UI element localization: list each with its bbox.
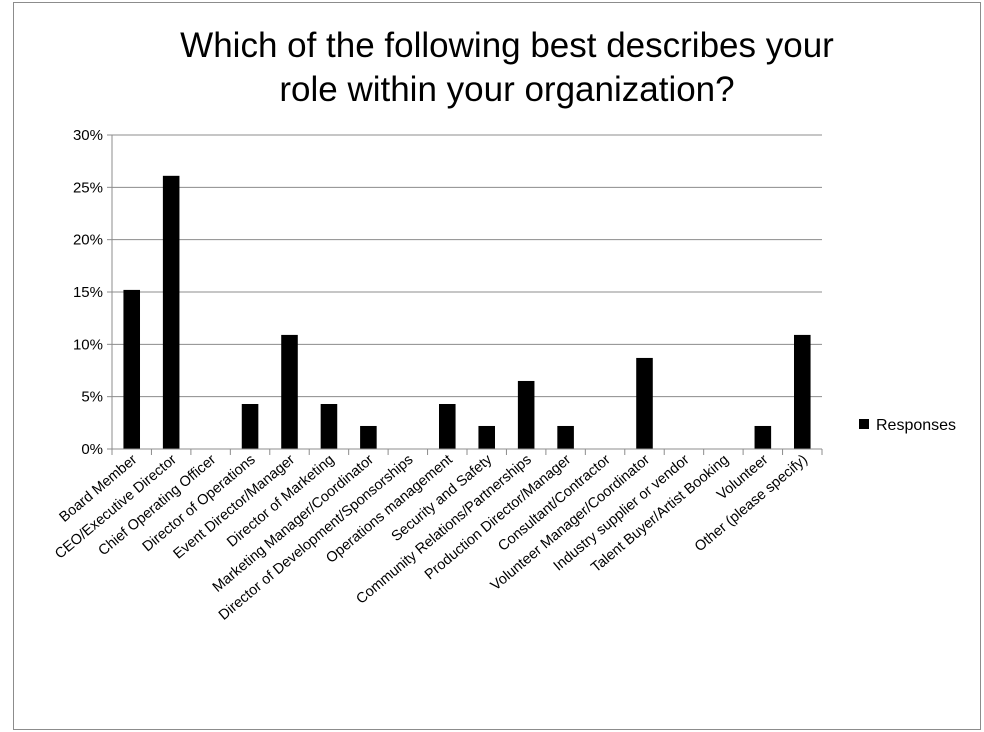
bar (162, 175, 180, 449)
bar (636, 357, 653, 449)
bar (123, 289, 141, 449)
legend-label: Responses (876, 417, 956, 434)
bar (320, 403, 338, 449)
bars (123, 175, 811, 449)
y-tick-label: 25% (73, 179, 103, 196)
bar (241, 403, 259, 449)
bar (517, 380, 535, 449)
y-tick-label: 20% (73, 232, 103, 249)
y-tick-label: 15% (73, 284, 103, 301)
y-tick-label: 10% (73, 336, 103, 353)
gridlines (107, 134, 822, 450)
bar (754, 425, 772, 449)
bar-chart: Which of the following best describes yo… (52, 26, 956, 624)
y-tick-label: 5% (81, 389, 103, 406)
y-tick-label: 0% (81, 441, 103, 458)
y-axis-tick-labels: 0% 5% 10% 15% 20% 25% 30% (73, 127, 103, 458)
bar (360, 425, 377, 449)
y-tick-label: 30% (73, 127, 103, 144)
legend: Responses (859, 417, 956, 434)
bar (793, 334, 811, 449)
bar (478, 425, 496, 449)
bar (438, 403, 456, 449)
chart-title-line-1: Which of the following best describes yo… (180, 26, 834, 65)
legend-swatch (859, 419, 869, 429)
chart-frame: Which of the following best describes yo… (13, 2, 981, 730)
bar (281, 334, 298, 449)
bar (557, 425, 574, 449)
chart-title-line-2: role within your organization? (279, 70, 734, 109)
x-axis (111, 448, 823, 455)
